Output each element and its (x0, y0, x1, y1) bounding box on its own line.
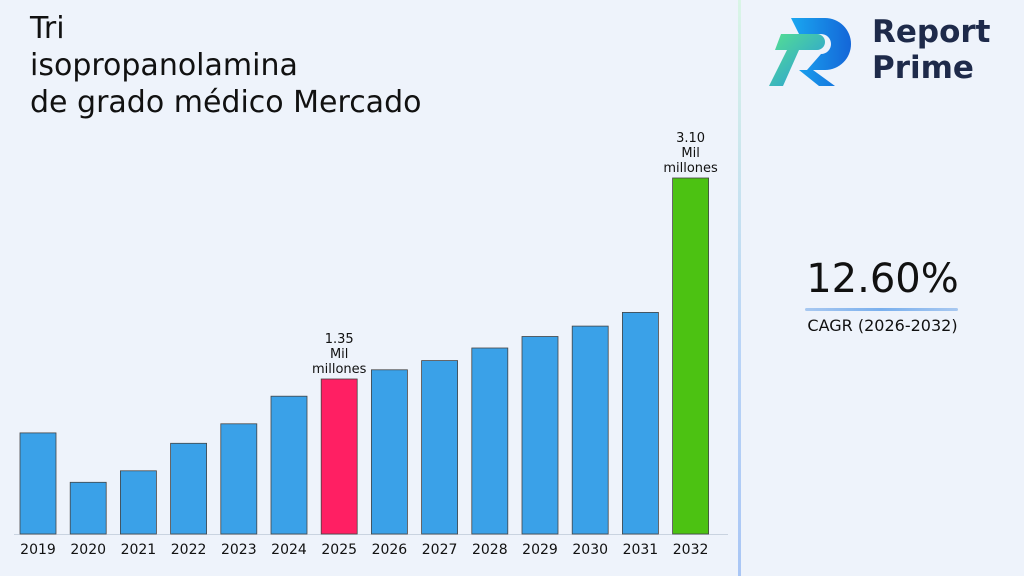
brand-name: Report Prime (872, 14, 991, 86)
report-prime-logo-icon (769, 18, 851, 86)
bar-2026 (370, 369, 408, 535)
chart-title-line-2: isopropanolamina (30, 48, 298, 83)
cagr-underline (805, 308, 958, 311)
x-tick-label-2032: 2032 (673, 542, 709, 558)
panel-divider (738, 0, 741, 576)
bar-2029 (521, 336, 559, 535)
bar-2022 (170, 442, 208, 535)
data-label-2025-line-3: millones (312, 362, 367, 377)
x-tick-label-2023: 2023 (221, 542, 257, 558)
x-tick-label-2030: 2030 (572, 542, 608, 558)
bar-2024 (270, 395, 308, 535)
chart-title-line-3: de grado médico Mercado (30, 85, 422, 120)
x-tick-label-2021: 2021 (121, 542, 157, 558)
bar-2025 (320, 378, 358, 535)
x-tick-label-2026: 2026 (372, 542, 408, 558)
cagr-label: CAGR (2026-2032) (807, 316, 958, 335)
data-label-2025-line-1: 1.35 (325, 332, 354, 347)
x-tick-label-2028: 2028 (472, 542, 508, 558)
bar-2032 (672, 177, 709, 535)
x-tick-label-2020: 2020 (70, 542, 106, 558)
bar-2020 (69, 481, 107, 535)
brand-name-line-1: Report (872, 14, 991, 50)
bar-2027 (421, 360, 459, 535)
x-tick-label-2025: 2025 (321, 542, 357, 558)
bar-2030 (571, 325, 609, 535)
x-tick-label-2022: 2022 (171, 542, 207, 558)
bar-2023 (220, 423, 258, 535)
bar-2028 (471, 347, 509, 535)
data-label-2032-line-3: millones (663, 161, 718, 176)
x-tick-label-2019: 2019 (20, 542, 56, 558)
x-tick-label-2029: 2029 (522, 542, 558, 558)
x-tick-label-2027: 2027 (422, 542, 458, 558)
x-tick-label-2031: 2031 (623, 542, 659, 558)
right-panel (741, 0, 1024, 576)
data-label-2032-line-2: Mil (681, 146, 699, 161)
bar-2021 (120, 470, 157, 535)
brand-name-line-2: Prime (872, 50, 974, 86)
data-label-2032-line-1: 3.10 (676, 131, 705, 146)
x-tick-label-2024: 2024 (271, 542, 307, 558)
bar-2019 (19, 432, 57, 535)
chart-title-line-1: Tri (30, 11, 65, 46)
data-label-2025-line-2: Mil (330, 347, 348, 362)
cagr-value: 12.60% (806, 256, 959, 302)
bar-chart: 2019 2020 2021 2022 2023 2024 2025 2026 2027 2028… (14, 131, 728, 558)
chart-title: Tri isopropanolamina de grado médico Mer… (30, 10, 510, 121)
bar-2031 (622, 311, 659, 535)
